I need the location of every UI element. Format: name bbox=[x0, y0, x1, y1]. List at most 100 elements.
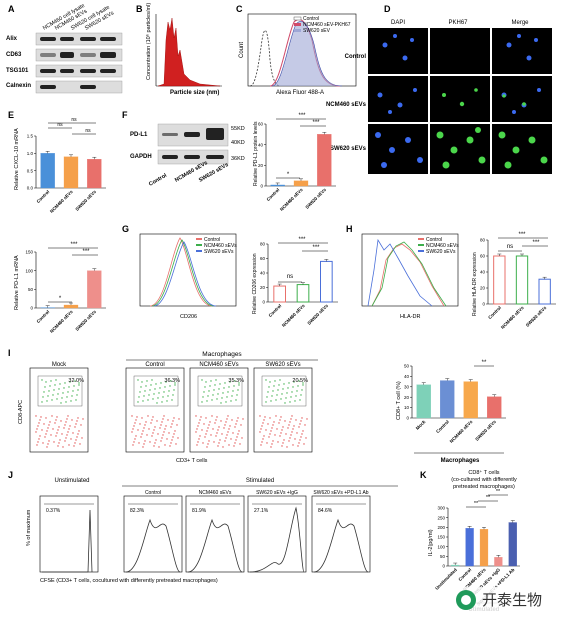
event-dot bbox=[294, 438, 296, 440]
event-dot bbox=[297, 445, 299, 447]
bar bbox=[494, 557, 503, 567]
event-dot bbox=[225, 401, 227, 403]
event-dot bbox=[267, 423, 269, 425]
panel-letter: F bbox=[122, 110, 128, 120]
event-dot bbox=[39, 419, 41, 421]
event-dot bbox=[265, 429, 267, 431]
b-xlabel: Particle size (nm) bbox=[170, 90, 219, 96]
k-ylabel: IL-2(pg/ml) bbox=[428, 529, 434, 556]
event-dot bbox=[43, 391, 45, 393]
gate bbox=[261, 375, 307, 407]
x-tick-label: NCM460 sEVs bbox=[281, 303, 306, 328]
event-dot bbox=[135, 419, 137, 421]
f-ylabel: Relative PD-L1 protein levels bbox=[253, 121, 259, 186]
event-dot bbox=[158, 392, 160, 394]
x-tick-label: NCM460 sEVs bbox=[449, 419, 474, 444]
event-dot bbox=[153, 393, 155, 395]
event-dot bbox=[285, 397, 287, 399]
x-tick-label: Control bbox=[36, 309, 51, 324]
event-dot bbox=[50, 434, 52, 436]
bar bbox=[493, 255, 506, 305]
sig-label: * bbox=[59, 296, 62, 302]
event-dot bbox=[283, 383, 285, 385]
gate-percent: 0.37% bbox=[46, 508, 61, 514]
event-dot bbox=[68, 428, 70, 430]
histogram-sw620 bbox=[153, 241, 217, 307]
event-dot bbox=[275, 399, 277, 401]
sig-label: ** bbox=[474, 501, 479, 507]
flow-plot-title: SW620 sEVs bbox=[265, 362, 300, 368]
panel-a: A NCM460 cell lysate NCM460 sEVs SW620 c… bbox=[6, 3, 123, 94]
event-dot bbox=[154, 442, 156, 444]
event-dot bbox=[45, 417, 47, 419]
flow-plots-i: Mock 32.0% Control 36.3% NCM460 sEVs 35.3% SW6… bbox=[29, 362, 313, 453]
event-dot bbox=[202, 396, 204, 398]
event-dot bbox=[201, 401, 203, 403]
event-dot bbox=[205, 433, 207, 435]
panel-h: H Control NCM460 sEVs SW620 sEVs HLA-DR … bbox=[346, 224, 556, 330]
sig-label: ** bbox=[486, 495, 491, 501]
event-dot bbox=[293, 425, 295, 427]
event-dot bbox=[152, 416, 154, 418]
c-legend-item: Control bbox=[303, 16, 319, 22]
flow-histogram bbox=[185, 495, 245, 573]
flow-plot-title: Control bbox=[145, 490, 161, 496]
event-dot bbox=[288, 382, 290, 384]
event-dot bbox=[171, 399, 173, 401]
event-dot bbox=[206, 430, 208, 432]
sig-label: *** bbox=[312, 245, 320, 251]
event-dot bbox=[223, 427, 225, 429]
event-dot bbox=[214, 384, 216, 386]
event-dot bbox=[163, 391, 165, 393]
j-header-right: Stimulated bbox=[246, 478, 274, 484]
event-dot bbox=[75, 439, 77, 441]
flow-histogram bbox=[311, 495, 371, 573]
event-dot bbox=[141, 417, 143, 419]
event-dot bbox=[48, 390, 50, 392]
event-dot bbox=[142, 430, 144, 432]
event-dot bbox=[169, 445, 171, 447]
cfse-histogram bbox=[125, 518, 181, 573]
flow-plot-title: SW620 sEVs +PD-L1 Ab bbox=[313, 490, 368, 496]
event-dot bbox=[64, 440, 66, 442]
event-dot bbox=[275, 415, 277, 417]
event-dot bbox=[48, 440, 50, 442]
e-ylabel: Relative CXCL-10 mRNA bbox=[14, 128, 20, 190]
a-col-labels: NCM460 cell lysate NCM460 sEVs SW620 cel… bbox=[42, 3, 115, 32]
event-dot bbox=[272, 440, 274, 442]
event-dot bbox=[234, 442, 236, 444]
y-tick-label: 1.0 bbox=[27, 151, 34, 156]
event-dot bbox=[74, 442, 76, 444]
event-dot bbox=[213, 389, 215, 391]
event-dot bbox=[218, 426, 220, 428]
event-dot bbox=[41, 379, 43, 381]
event-dot bbox=[44, 436, 46, 438]
event-dot bbox=[217, 429, 219, 431]
event-dot bbox=[296, 390, 298, 392]
e2-ylabel: Relative PD-L1 mRNA bbox=[14, 255, 20, 310]
cfse-histogram bbox=[313, 518, 369, 573]
bar bbox=[87, 270, 102, 309]
event-dot bbox=[211, 399, 213, 401]
histogram-ncm460 bbox=[151, 239, 215, 307]
y-tick-label: 40 bbox=[260, 271, 266, 276]
y-tick-label: 50 bbox=[28, 287, 34, 292]
event-dot bbox=[158, 446, 160, 448]
histogram-ncm460 bbox=[371, 241, 447, 307]
panel-letter: H bbox=[346, 224, 353, 234]
c-legend-item: SW620 sEV bbox=[303, 28, 331, 34]
j-xlabel: CFSE (CD3+ T cells, cocultured with diff… bbox=[40, 578, 218, 584]
event-dot bbox=[260, 444, 262, 446]
event-dot bbox=[136, 416, 138, 418]
y-tick-label: 50 bbox=[404, 364, 410, 369]
event-dot bbox=[295, 395, 297, 397]
event-dot bbox=[209, 385, 211, 387]
event-dot bbox=[64, 382, 66, 384]
event-dot bbox=[272, 424, 274, 426]
event-dot bbox=[165, 425, 167, 427]
event-dot bbox=[174, 382, 176, 384]
d-col-label: PKH67 bbox=[448, 20, 468, 26]
event-dot bbox=[232, 390, 234, 392]
y-tick-label: 40 bbox=[480, 270, 486, 275]
